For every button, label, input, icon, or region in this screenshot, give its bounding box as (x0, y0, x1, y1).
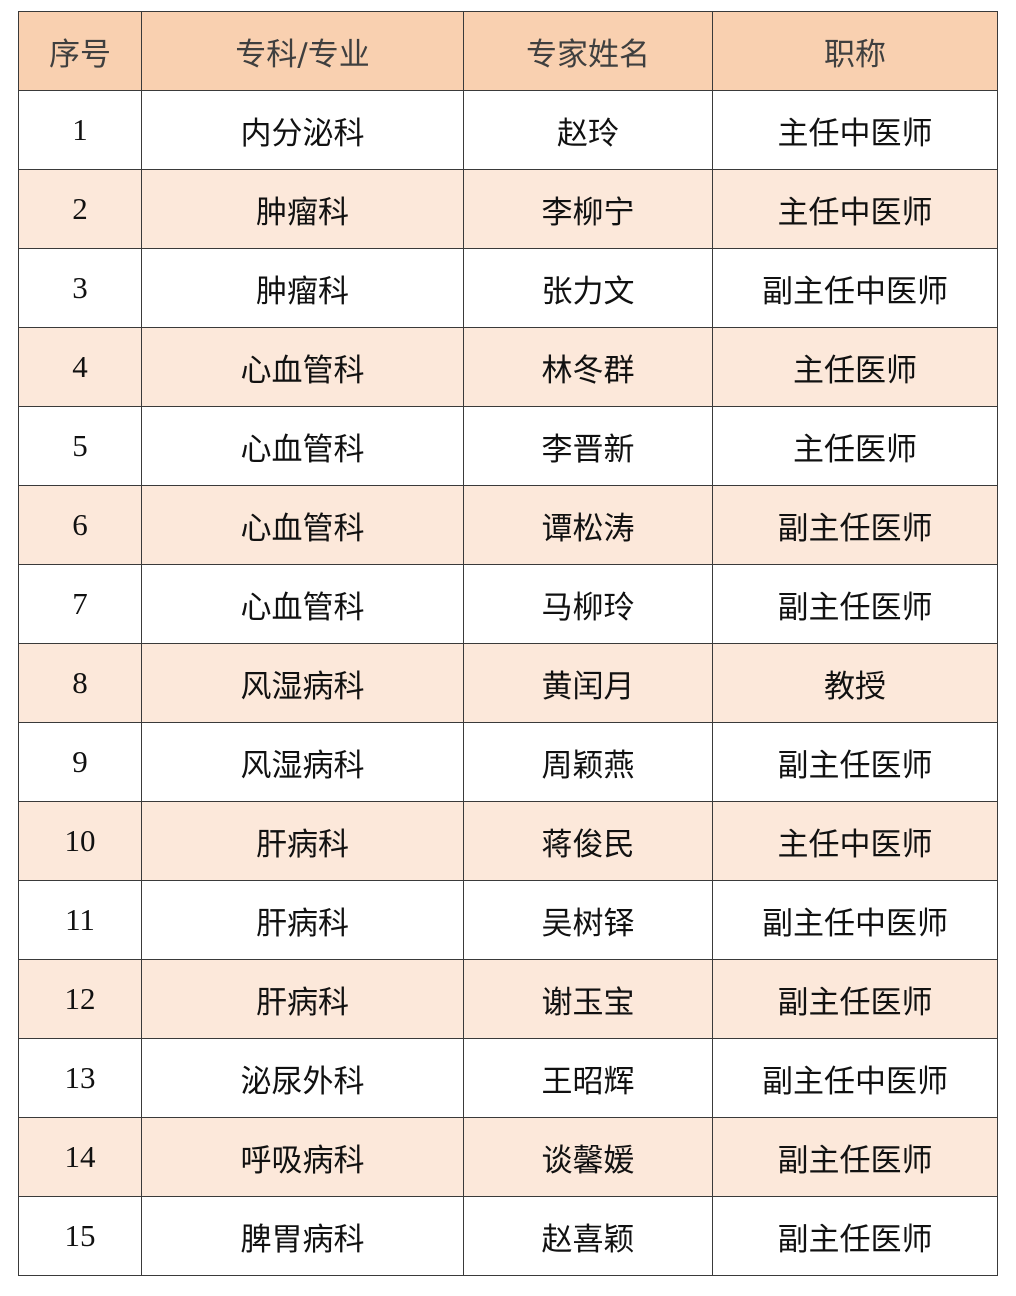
table-row: 2 肿瘤科 李柳宁 主任中医师 (18, 169, 998, 249)
cell-expert-name: 张力文 (463, 248, 713, 328)
cell-specialty: 脾胃病科 (141, 1196, 464, 1276)
cell-specialty: 心血管科 (141, 327, 464, 407)
table-row: 3 肿瘤科 张力文 副主任中医师 (18, 248, 998, 328)
cell-title: 副主任医师 (712, 959, 998, 1039)
cell-specialty: 肿瘤科 (141, 248, 464, 328)
cell-title: 主任中医师 (712, 169, 998, 249)
cell-specialty: 风湿病科 (141, 722, 464, 802)
cell-index: 6 (18, 485, 142, 565)
cell-title: 副主任中医师 (712, 248, 998, 328)
cell-specialty: 风湿病科 (141, 643, 464, 723)
cell-index: 14 (18, 1117, 142, 1197)
cell-expert-name: 吴树铎 (463, 880, 713, 960)
cell-expert-name: 谭松涛 (463, 485, 713, 565)
cell-specialty: 内分泌科 (141, 90, 464, 170)
cell-index: 12 (18, 959, 142, 1039)
cell-expert-name: 赵玲 (463, 90, 713, 170)
cell-title: 主任中医师 (712, 801, 998, 881)
table-row: 13 泌尿外科 王昭辉 副主任中医师 (18, 1038, 998, 1118)
cell-specialty: 肝病科 (141, 801, 464, 881)
cell-specialty: 肿瘤科 (141, 169, 464, 249)
table-row: 9 风湿病科 周颖燕 副主任医师 (18, 722, 998, 802)
cell-index: 5 (18, 406, 142, 486)
cell-index: 2 (18, 169, 142, 249)
cell-title: 主任医师 (712, 327, 998, 407)
cell-expert-name: 林冬群 (463, 327, 713, 407)
cell-index: 1 (18, 90, 142, 170)
table-row: 14 呼吸病科 谈馨媛 副主任医师 (18, 1117, 998, 1197)
cell-title: 教授 (712, 643, 998, 723)
header-title: 职称 (712, 11, 998, 91)
cell-index: 8 (18, 643, 142, 723)
cell-specialty: 肝病科 (141, 959, 464, 1039)
table-row: 1 内分泌科 赵玲 主任中医师 (18, 90, 998, 170)
cell-specialty: 心血管科 (141, 564, 464, 644)
header-row: 序号 专科/专业 专家姓名 职称 (18, 11, 998, 91)
cell-index: 9 (18, 722, 142, 802)
cell-index: 3 (18, 248, 142, 328)
cell-title: 副主任医师 (712, 722, 998, 802)
header-expert-name: 专家姓名 (463, 11, 713, 91)
cell-index: 11 (18, 880, 142, 960)
expert-table: 序号 专科/专业 专家姓名 职称 1 内分泌科 赵玲 主任中医师 2 肿瘤科 李柳宁 主任中医… (18, 11, 998, 1276)
cell-title: 副主任医师 (712, 485, 998, 565)
table-row: 11 肝病科 吴树铎 副主任中医师 (18, 880, 998, 960)
table-row: 10 肝病科 蒋俊民 主任中医师 (18, 801, 998, 881)
cell-title: 副主任医师 (712, 564, 998, 644)
cell-title: 副主任中医师 (712, 880, 998, 960)
cell-title: 副主任中医师 (712, 1038, 998, 1118)
cell-index: 15 (18, 1196, 142, 1276)
cell-expert-name: 赵喜颖 (463, 1196, 713, 1276)
table-row: 15 脾胃病科 赵喜颖 副主任医师 (18, 1196, 998, 1276)
cell-specialty: 呼吸病科 (141, 1117, 464, 1197)
table-row: 12 肝病科 谢玉宝 副主任医师 (18, 959, 998, 1039)
cell-expert-name: 王昭辉 (463, 1038, 713, 1118)
cell-index: 7 (18, 564, 142, 644)
cell-expert-name: 谢玉宝 (463, 959, 713, 1039)
cell-specialty: 心血管科 (141, 485, 464, 565)
cell-specialty: 心血管科 (141, 406, 464, 486)
cell-index: 4 (18, 327, 142, 407)
cell-title: 副主任医师 (712, 1117, 998, 1197)
cell-specialty: 肝病科 (141, 880, 464, 960)
cell-expert-name: 蒋俊民 (463, 801, 713, 881)
cell-title: 主任医师 (712, 406, 998, 486)
cell-specialty: 泌尿外科 (141, 1038, 464, 1118)
cell-expert-name: 李柳宁 (463, 169, 713, 249)
cell-title: 主任中医师 (712, 90, 998, 170)
table-row: 7 心血管科 马柳玲 副主任医师 (18, 564, 998, 644)
header-index: 序号 (18, 11, 142, 91)
table-row: 4 心血管科 林冬群 主任医师 (18, 327, 998, 407)
table-row: 6 心血管科 谭松涛 副主任医师 (18, 485, 998, 565)
cell-expert-name: 黄闰月 (463, 643, 713, 723)
table-row: 8 风湿病科 黄闰月 教授 (18, 643, 998, 723)
table-row: 5 心血管科 李晋新 主任医师 (18, 406, 998, 486)
header-specialty: 专科/专业 (141, 11, 464, 91)
cell-expert-name: 李晋新 (463, 406, 713, 486)
cell-index: 13 (18, 1038, 142, 1118)
cell-title: 副主任医师 (712, 1196, 998, 1276)
cell-index: 10 (18, 801, 142, 881)
cell-expert-name: 周颖燕 (463, 722, 713, 802)
cell-expert-name: 马柳玲 (463, 564, 713, 644)
cell-expert-name: 谈馨媛 (463, 1117, 713, 1197)
